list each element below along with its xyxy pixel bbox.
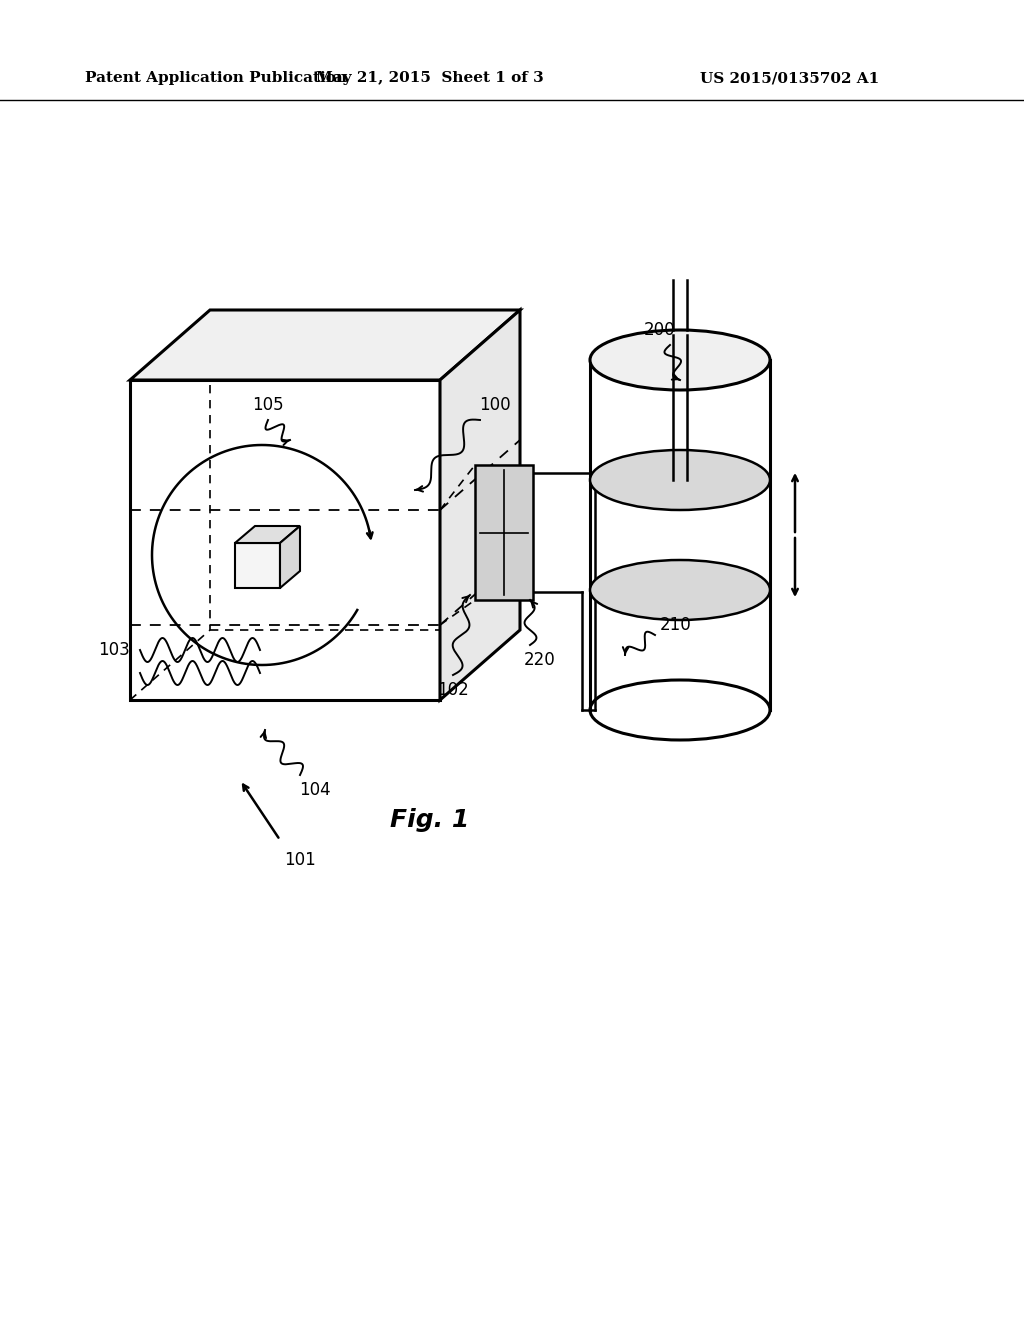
Text: 101: 101 (284, 851, 315, 869)
Ellipse shape (590, 560, 770, 620)
Polygon shape (440, 310, 520, 700)
Ellipse shape (590, 450, 770, 510)
Polygon shape (475, 465, 534, 601)
Text: Patent Application Publication: Patent Application Publication (85, 71, 347, 84)
Text: 105: 105 (252, 396, 284, 414)
Text: 220: 220 (524, 651, 556, 669)
Polygon shape (234, 525, 300, 543)
Text: 210: 210 (660, 616, 692, 634)
Text: US 2015/0135702 A1: US 2015/0135702 A1 (700, 71, 880, 84)
Text: 200: 200 (644, 321, 676, 339)
Polygon shape (234, 543, 280, 587)
Text: 104: 104 (299, 781, 331, 799)
Text: 100: 100 (479, 396, 511, 414)
Text: 103: 103 (98, 642, 130, 659)
Text: Fig. 1: Fig. 1 (390, 808, 469, 832)
Ellipse shape (590, 330, 770, 389)
Polygon shape (130, 310, 520, 380)
Text: May 21, 2015  Sheet 1 of 3: May 21, 2015 Sheet 1 of 3 (316, 71, 544, 84)
Text: 102: 102 (437, 681, 469, 700)
Polygon shape (280, 525, 300, 587)
